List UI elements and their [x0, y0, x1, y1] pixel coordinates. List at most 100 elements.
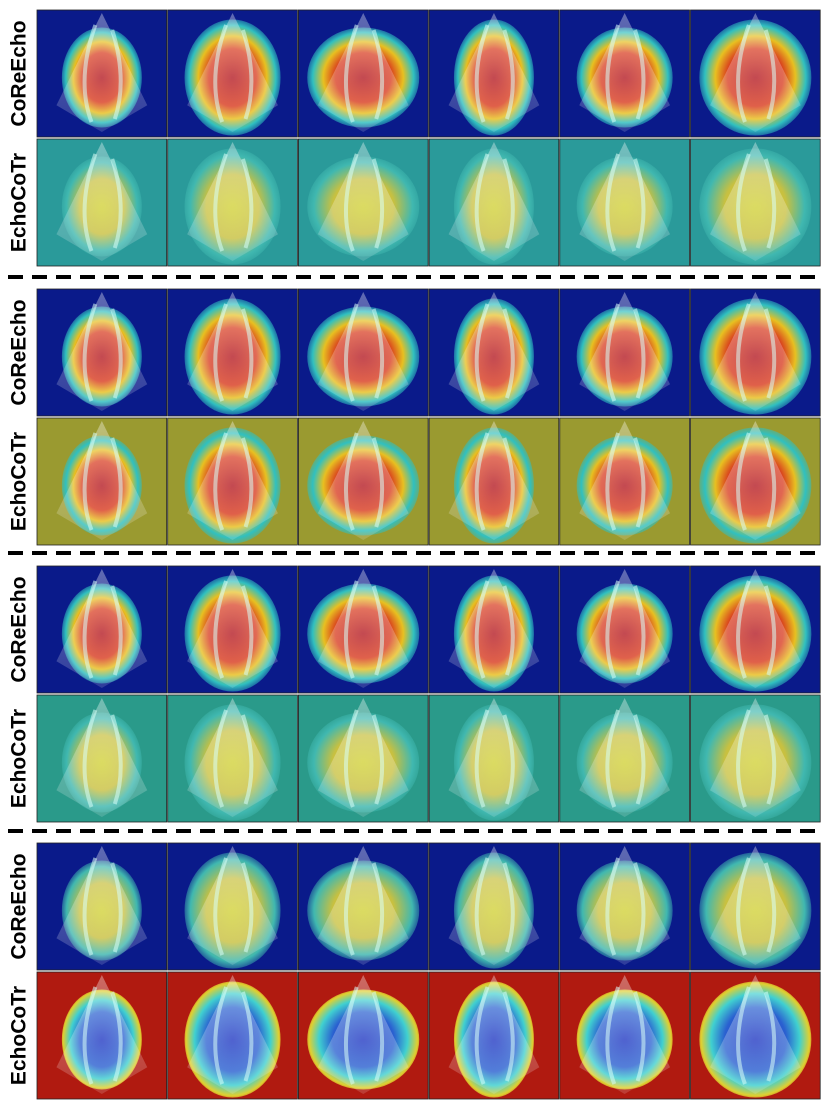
heatmap-cell	[297, 9, 429, 138]
echo-wall	[474, 857, 515, 956]
heatmap-cell	[167, 417, 298, 546]
heatmap-cell	[559, 694, 690, 823]
heatmap-cell	[690, 565, 821, 694]
cell-border	[297, 417, 429, 546]
echo-wall	[82, 303, 123, 402]
echo-wall	[82, 986, 123, 1085]
cell-border	[559, 288, 690, 417]
echo-cone	[709, 292, 801, 411]
cell-border	[690, 288, 821, 417]
cell-border	[690, 417, 821, 546]
echo-wall	[605, 153, 646, 252]
echo-cone	[56, 292, 148, 411]
echo-wall	[605, 986, 646, 1085]
heatmap-cell	[690, 417, 821, 546]
echo-cone	[187, 13, 278, 132]
echo-wall	[474, 986, 515, 1085]
row-label: CoReEcho	[8, 20, 31, 126]
cell-border	[167, 842, 298, 971]
echo-cone	[56, 142, 148, 261]
echo-cone	[317, 13, 409, 132]
cell-border	[297, 565, 429, 694]
echo-cone	[56, 975, 148, 1094]
cell-border	[690, 694, 821, 823]
cell-border	[428, 417, 560, 546]
echo-cone	[709, 569, 801, 688]
row-label: CoReEcho	[8, 576, 31, 682]
heatmap-cell	[36, 417, 168, 546]
cell-border	[559, 694, 690, 823]
echo-wall	[736, 303, 777, 402]
cell-border	[428, 288, 560, 417]
heatmap-cell	[690, 842, 821, 971]
heatmap-cell	[428, 288, 560, 417]
heatmap-cell	[36, 694, 168, 823]
echo-cone	[448, 846, 540, 965]
echo-wall	[343, 580, 385, 679]
echo-cone	[579, 975, 671, 1094]
echo-cone	[448, 421, 540, 540]
echo-cone	[187, 698, 278, 817]
echo-cone	[709, 142, 801, 261]
heatmap-cell	[559, 138, 690, 267]
cell-border	[559, 138, 690, 267]
echo-cone	[56, 846, 148, 965]
cell-border	[690, 9, 821, 138]
heatmap-cell	[297, 138, 429, 267]
row-label: CoReEcho	[8, 853, 31, 959]
cell-border	[167, 694, 298, 823]
cell-border	[559, 971, 690, 1100]
echo-cone	[579, 569, 671, 688]
cell-border	[297, 842, 429, 971]
echo-cone	[317, 292, 409, 411]
echo-wall	[474, 709, 515, 808]
heatmap-cell	[690, 9, 821, 138]
heatmap-cell	[167, 9, 298, 138]
echo-cone	[317, 142, 409, 261]
echo-cone	[579, 13, 671, 132]
cell-border	[559, 9, 690, 138]
separators	[8, 275, 823, 833]
echo-cone	[709, 975, 801, 1094]
heatmap-cell	[167, 565, 298, 694]
heatmap-cell	[297, 971, 429, 1100]
echo-wall	[213, 153, 254, 252]
echo-cone	[317, 975, 409, 1094]
echo-wall	[736, 580, 777, 679]
echo-cone	[709, 13, 801, 132]
row-labels: CoReEcho EchoCoTr CoReEcho EchoCoTr CoReEcho…	[8, 20, 31, 1085]
cell-border	[690, 842, 821, 971]
echo-wall	[82, 24, 123, 123]
echo-wall	[343, 709, 385, 808]
row-label: EchoCoTr	[8, 432, 31, 531]
cell-border	[36, 971, 168, 1100]
cell-border	[36, 288, 168, 417]
heatmap-cell	[690, 288, 821, 417]
cell-border	[297, 9, 429, 138]
echo-wall	[474, 24, 515, 123]
echo-wall	[213, 857, 254, 956]
heatmap-cell	[36, 138, 168, 267]
echo-wall	[605, 432, 646, 531]
heatmap-cell	[428, 9, 560, 138]
cell-border	[428, 565, 560, 694]
heatmap-cell	[559, 288, 690, 417]
echo-cone	[579, 142, 671, 261]
heatmap-cell	[167, 842, 298, 971]
echo-cone	[579, 292, 671, 411]
row-label: EchoCoTr	[8, 709, 31, 808]
cell-border	[690, 971, 821, 1100]
echo-wall	[605, 709, 646, 808]
heatmap-cell	[428, 694, 560, 823]
heatmap-cell	[559, 9, 690, 138]
heatmap-cell	[690, 138, 821, 267]
heatmap-cell	[428, 565, 560, 694]
echo-wall	[213, 432, 254, 531]
echo-wall	[82, 580, 123, 679]
cell-border	[167, 565, 298, 694]
echo-cone	[187, 421, 278, 540]
echo-wall	[82, 709, 123, 808]
cell-border	[36, 694, 168, 823]
echo-cone	[317, 421, 409, 540]
